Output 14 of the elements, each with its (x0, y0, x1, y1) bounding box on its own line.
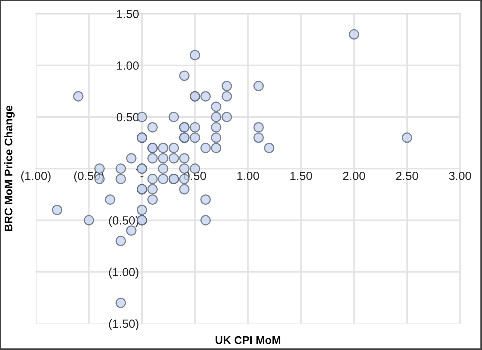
x-tick-label: 2.00 (343, 172, 366, 180)
x-tick-label: 1.50 (290, 172, 312, 180)
x-tick-label: - (140, 176, 144, 178)
y-tick-label: (0.50) (109, 216, 139, 228)
x-axis-title: UK CPI MoM (216, 336, 281, 344)
y-tick-label: 1.00 (117, 62, 139, 70)
y-axis-title: BRC MoM Price Change (4, 106, 15, 232)
x-tick-label: 3.00 (449, 172, 472, 180)
x-tick-label: 2.50 (396, 172, 418, 180)
y-tick-label: 1.50 (117, 10, 139, 18)
x-tick-label: 1.00 (238, 172, 260, 180)
x-tick-label: (1.00) (21, 172, 51, 183)
y-tick-label: (1.00) (109, 268, 139, 279)
y-tick-label: (1.50) (109, 319, 139, 330)
